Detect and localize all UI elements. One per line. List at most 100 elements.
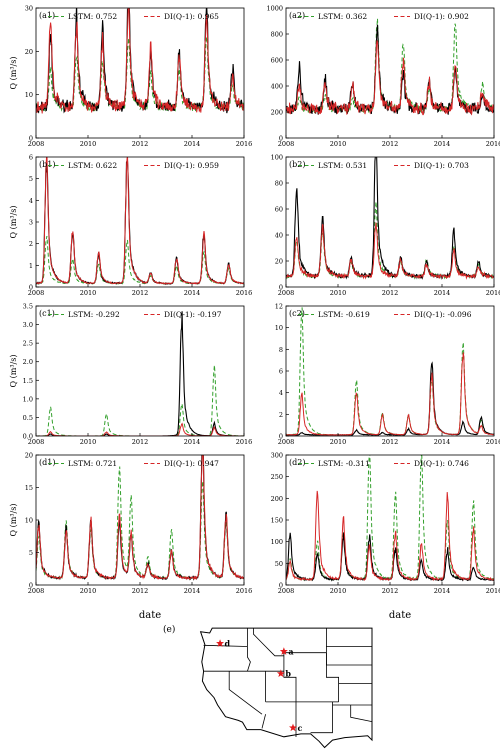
series-obs-d2 xyxy=(286,532,494,583)
y-axis-label-d1: Q (m³/s) xyxy=(9,504,18,537)
legend-label-diq-c1: DI(Q-1): -0.197 xyxy=(164,310,222,319)
y-tick-label-c2: 8 xyxy=(279,346,283,354)
y-tick-label-c2: 6 xyxy=(279,368,283,376)
panel-c2: 0 2 4 6 8 10 12 2008 2010 2012 2014 2016 (c2) LSTM: -… xyxy=(275,303,500,447)
series-group-a2 xyxy=(286,18,494,116)
series-obs-b1 xyxy=(36,160,244,286)
x-tick-label-b1: 2012 xyxy=(132,289,149,297)
x-tick-label-b1: 2016 xyxy=(236,289,253,297)
series-group-a1 xyxy=(36,8,244,114)
x-tick-label-d2: 2010 xyxy=(330,587,347,595)
y-tick-label-b2: 80 xyxy=(275,180,283,188)
y-tick-label-d2: 50 xyxy=(275,560,283,568)
map-state-border xyxy=(247,628,251,672)
map-state-border xyxy=(283,652,297,702)
series-group-c1 xyxy=(36,311,244,436)
y-tick-label-c2: 0 xyxy=(279,433,283,441)
series-diq-a1 xyxy=(36,8,244,114)
series-lstm-d2 xyxy=(286,455,494,581)
y-tick-label-d2: 150 xyxy=(271,517,283,525)
legend-label-diq-b2: DI(Q-1): 0.703 xyxy=(414,161,469,170)
panel-a2: 0 200 400 600 800 1000 2008 2010 2012 2014 2016 (a2… xyxy=(266,5,500,149)
y-tick-label-c2: 2 xyxy=(279,411,283,419)
x-tick-label-b1: 2014 xyxy=(184,289,201,297)
y-tick-label-c1: 1.5 xyxy=(23,377,33,385)
panel-c1: 0.0 0.5 1.0 1.5 2.0 2.5 3.0 3.5 2008 2010 2012 2014… xyxy=(9,303,252,447)
x-tick-label-c2: 2010 xyxy=(330,438,347,446)
x-tick-label-a1: 2010 xyxy=(80,140,97,148)
site-star-c xyxy=(288,723,297,732)
y-tick-label-b1: 2 xyxy=(29,240,33,248)
series-diq-d1 xyxy=(36,455,244,581)
x-tick-label-a1: 2012 xyxy=(132,140,149,148)
y-tick-label-a1: 0 xyxy=(29,135,33,143)
y-tick-label-a1: 20 xyxy=(25,48,33,56)
x-tick-label-b1: 2008 xyxy=(28,289,45,297)
map-state-border xyxy=(228,671,263,715)
x-tick-label-d1: 2014 xyxy=(184,587,201,595)
plot-frame-b2 xyxy=(285,156,495,288)
x-tick-label-a2: 2012 xyxy=(382,140,399,148)
legend-label-diq-c2: DI(Q-1): -0.096 xyxy=(414,310,472,319)
series-lstm-c2 xyxy=(286,307,494,436)
site-label-c: c xyxy=(297,723,302,733)
y-tick-label-a2: 800 xyxy=(271,31,283,39)
y-tick-label-b2: 100 xyxy=(271,154,283,162)
y-tick-label-c1: 3.0 xyxy=(23,321,33,329)
x-tick-label-c1: 2010 xyxy=(80,438,97,446)
x-tick-label-c2: 2014 xyxy=(434,438,451,446)
site-star-a xyxy=(279,647,288,655)
panel-label-c2: (c2) xyxy=(289,309,305,318)
site-star-d xyxy=(216,639,225,647)
y-tick-label-a1: 30 xyxy=(25,5,33,13)
y-tick-label-b1: 3 xyxy=(29,219,33,227)
legend-label-lstm-d1: LSTM: 0.721 xyxy=(68,459,117,468)
x-tick-label-a2: 2010 xyxy=(330,140,347,148)
y-tick-label-d1: 10 xyxy=(25,517,33,525)
panel-label-b2: (b2) xyxy=(289,160,305,169)
legend-label-lstm-b1: LSTM: 0.622 xyxy=(68,161,117,170)
x-tick-label-c1: 2012 xyxy=(132,438,149,446)
site-label-a: a xyxy=(288,646,293,656)
panel-b2: 0 20 40 60 80 100 2008 2010 2012 2014 2016 (b2) LSTM… xyxy=(271,154,500,298)
series-diq-b2 xyxy=(286,222,494,280)
legend-label-lstm-c2: LSTM: -0.619 xyxy=(318,310,370,319)
series-diq-a2 xyxy=(286,40,494,116)
plot-frame-a2 xyxy=(285,7,495,139)
y-tick-label-d1: 0 xyxy=(29,582,33,590)
legend-label-lstm-a1: LSTM: 0.752 xyxy=(68,12,117,21)
legend-label-lstm-b2: LSTM: 0.531 xyxy=(318,161,367,170)
plot-frame-d2 xyxy=(285,454,495,586)
x-tick-label-c1: 2008 xyxy=(28,438,45,446)
legend-label-diq-a2: DI(Q-1): 0.902 xyxy=(414,12,469,21)
y-tick-label-d1: 15 xyxy=(25,484,33,492)
x-tick-label-c2: 2008 xyxy=(278,438,295,446)
series-diq-b1 xyxy=(36,157,244,285)
legend-label-diq-a1: DI(Q-1): 0.965 xyxy=(164,12,219,21)
x-tick-label-c2: 2016 xyxy=(486,438,500,446)
series-lstm-d1 xyxy=(36,466,244,581)
series-group-b2 xyxy=(286,157,494,280)
legend-label-diq-b1: DI(Q-1): 0.959 xyxy=(164,161,219,170)
y-tick-label-d2: 0 xyxy=(279,582,283,590)
x-tick-label-d2: 2012 xyxy=(382,587,399,595)
x-tick-label-d1: 2010 xyxy=(80,587,97,595)
y-axis-label-b1: Q (m³/s) xyxy=(9,206,18,239)
map-state-border xyxy=(310,701,333,734)
x-tick-label-d1: 2016 xyxy=(236,587,253,595)
plot-frame-c1 xyxy=(35,305,245,437)
y-tick-label-b1: 4 xyxy=(29,197,33,205)
series-lstm-b2 xyxy=(286,201,494,280)
series-obs-c1 xyxy=(36,311,244,436)
panel-label-a1: (a1) xyxy=(39,11,55,20)
panel-a1: 0 10 20 30 2008 2010 2012 2014 2016 (a1) LSTM: 0.7… xyxy=(9,5,252,149)
panel-label-c1: (c1) xyxy=(39,309,55,318)
y-tick-label-d2: 200 xyxy=(271,495,283,503)
y-tick-label-b1: 6 xyxy=(29,154,33,162)
y-tick-label-b2: 40 xyxy=(275,232,283,240)
plot-frame-c2 xyxy=(285,305,495,437)
x-tick-label-b2: 2012 xyxy=(382,289,399,297)
x-tick-label-d2: 2008 xyxy=(278,587,295,595)
x-tick-label-c2: 2012 xyxy=(382,438,399,446)
